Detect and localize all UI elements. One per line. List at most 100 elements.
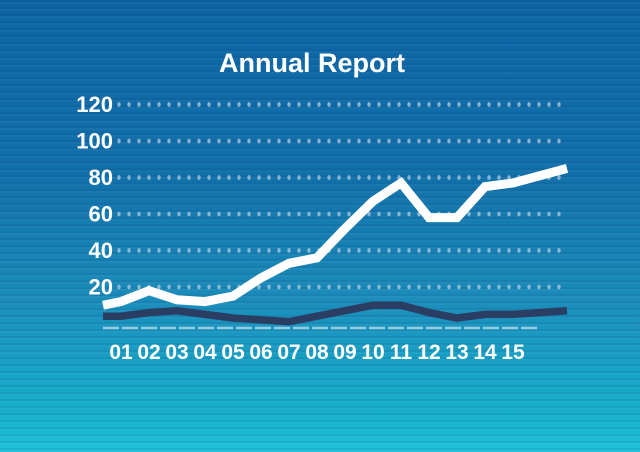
- grid-dot: [187, 248, 191, 253]
- grid-dot: [307, 102, 311, 107]
- grid-dot: [147, 138, 151, 144]
- grid-dot: [297, 211, 301, 217]
- grid-dot: [117, 284, 121, 290]
- grid-dot: [157, 138, 161, 144]
- grid-dot: [497, 284, 501, 290]
- grid-dot: [297, 175, 301, 180]
- grid-dot: [477, 102, 481, 107]
- grid-dot: [267, 138, 271, 144]
- grid-dot: [387, 284, 391, 290]
- grid-dot: [117, 248, 121, 253]
- grid-dot: [127, 102, 131, 107]
- grid-dot: [267, 175, 271, 180]
- grid-dot: [407, 138, 411, 144]
- grid-dot: [247, 138, 251, 144]
- grid-dot: [367, 102, 371, 107]
- grid-dot: [187, 284, 191, 290]
- grid-dot: [447, 102, 451, 107]
- x-tick-label: 04: [193, 341, 217, 364]
- grid-dot: [487, 102, 491, 107]
- grid-dot: [437, 138, 441, 144]
- grid-dot: [547, 248, 551, 253]
- grid-dot: [307, 284, 311, 290]
- grid-dot: [347, 102, 351, 107]
- grid-dot: [247, 211, 251, 217]
- grid-dot: [117, 175, 121, 180]
- grid-dot: [377, 284, 381, 290]
- grid-dot: [287, 102, 291, 107]
- grid-dot: [517, 211, 521, 217]
- grid-dot: [407, 284, 411, 290]
- grid-dot: [217, 102, 221, 107]
- grid-dot: [297, 248, 301, 253]
- grid-dot: [257, 211, 261, 217]
- grid-dot: [507, 248, 511, 253]
- grid-dot: [277, 284, 281, 290]
- grid-dot: [447, 175, 451, 180]
- grid-dot: [347, 175, 351, 180]
- grid-dot: [317, 138, 321, 144]
- grid-dot: [327, 102, 331, 107]
- grid-dot: [287, 248, 291, 253]
- grid-dot: [327, 211, 331, 217]
- grid-dot: [307, 248, 311, 253]
- grid-dot: [427, 102, 431, 107]
- grid-dot: [337, 175, 341, 180]
- grid-dot: [457, 102, 461, 107]
- grid-dot: [127, 284, 131, 290]
- grid-dot: [427, 175, 431, 180]
- grid-dot: [337, 138, 341, 144]
- grid-dot: [367, 211, 371, 217]
- grid-dot: [447, 138, 451, 144]
- grid-dot: [207, 248, 211, 253]
- grid-dot: [297, 138, 301, 144]
- grid-dot: [437, 284, 441, 290]
- x-tick-label: 03: [165, 341, 188, 364]
- grid-dot: [467, 175, 471, 180]
- grid-dot: [417, 138, 421, 144]
- y-tick-label: 60: [89, 202, 113, 227]
- grid-dot: [187, 102, 191, 107]
- grid-dot: [317, 284, 321, 290]
- grid-dot: [457, 175, 461, 180]
- x-tick-label: 10: [361, 341, 384, 364]
- grid-dot: [387, 102, 391, 107]
- grid-dot: [197, 248, 201, 253]
- grid-dot: [527, 211, 531, 217]
- grid-dot: [167, 138, 171, 144]
- grid-dot: [207, 102, 211, 107]
- grid-dot: [227, 284, 231, 290]
- x-tick-label: 01: [109, 341, 133, 364]
- grid-dot: [237, 211, 241, 217]
- grid-dot: [137, 211, 141, 217]
- grid-dot: [337, 211, 341, 217]
- y-tick-label: 80: [89, 165, 113, 190]
- x-tick-label: 08: [305, 341, 329, 364]
- grid-dot: [427, 138, 431, 144]
- grid-dot: [277, 138, 281, 144]
- grid-dot: [477, 211, 481, 217]
- grid-dot: [547, 284, 551, 290]
- grid-dot: [207, 284, 211, 290]
- grid-dot: [277, 102, 281, 107]
- grid-dot: [407, 102, 411, 107]
- grid-dot: [157, 102, 161, 107]
- grid-dot: [377, 211, 381, 217]
- grid-dot: [347, 284, 351, 290]
- grid-dot: [197, 175, 201, 180]
- grid-dot: [497, 138, 501, 144]
- grid-dot: [397, 284, 401, 290]
- grid-dot: [537, 102, 541, 107]
- y-tick-label: 120: [76, 92, 113, 117]
- grid-dot: [357, 102, 361, 107]
- grid-dot: [537, 248, 541, 253]
- grid-dot: [457, 284, 461, 290]
- grid-dot: [547, 102, 551, 107]
- grid-dot: [417, 248, 421, 253]
- grid-dot: [557, 175, 561, 180]
- grid-dot: [117, 211, 121, 217]
- grid-dot: [227, 138, 231, 144]
- grid-dot: [237, 102, 241, 107]
- grid-dot: [187, 175, 191, 180]
